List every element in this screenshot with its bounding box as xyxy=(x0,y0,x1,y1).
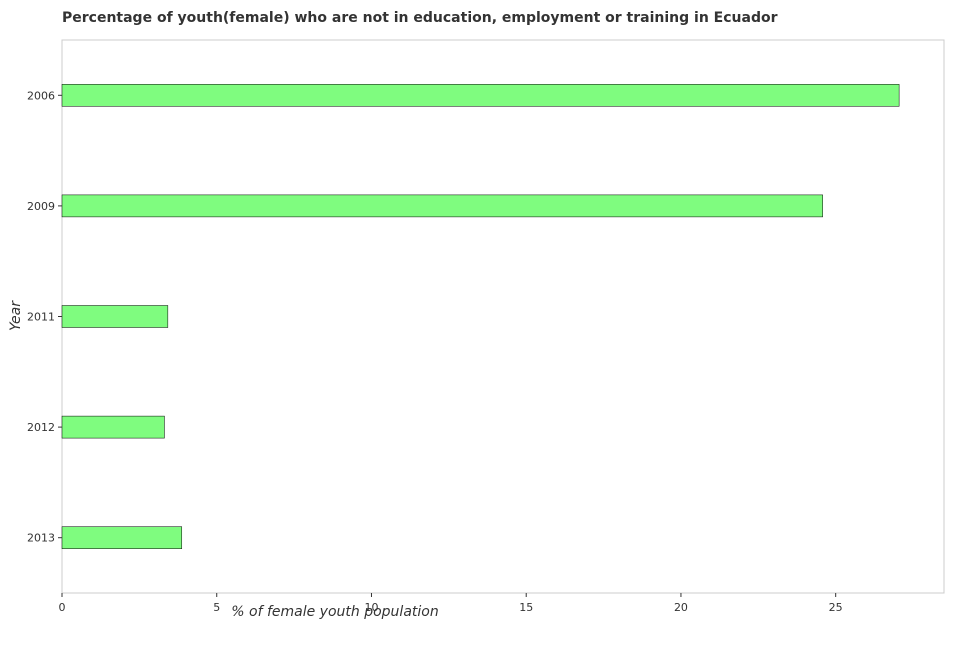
x-tick-label: 20 xyxy=(674,601,688,614)
bar-2012 xyxy=(61,415,165,439)
y-tick-label: 2012 xyxy=(27,421,55,434)
bar-2013 xyxy=(61,526,183,549)
y-tick-label: 2011 xyxy=(27,311,55,324)
y-tick-label: 2006 xyxy=(27,89,55,102)
x-tick-label: 25 xyxy=(829,601,843,614)
bar-2009 xyxy=(61,194,823,218)
y-tick-label: 2013 xyxy=(27,532,55,545)
bar-2011 xyxy=(61,305,169,328)
x-axis-label: % of female youth population xyxy=(231,604,438,620)
x-axis-ticks: 0 5 10 15 20 25 xyxy=(59,593,843,614)
x-tick-label: 5 xyxy=(213,601,220,614)
bars-group xyxy=(61,84,900,549)
y-axis-ticks: 2006 2009 2011 2012 2013 xyxy=(27,89,62,545)
chart-title: Percentage of youth(female) who are not … xyxy=(62,10,778,26)
bar-2006 xyxy=(61,84,900,107)
x-tick-label: 10 xyxy=(364,601,378,614)
x-tick-label: 15 xyxy=(519,601,533,614)
y-tick-label: 2009 xyxy=(27,200,55,213)
x-tick-label: 0 xyxy=(59,601,66,614)
y-axis-label: Year xyxy=(8,300,24,331)
plot-area xyxy=(61,39,945,594)
